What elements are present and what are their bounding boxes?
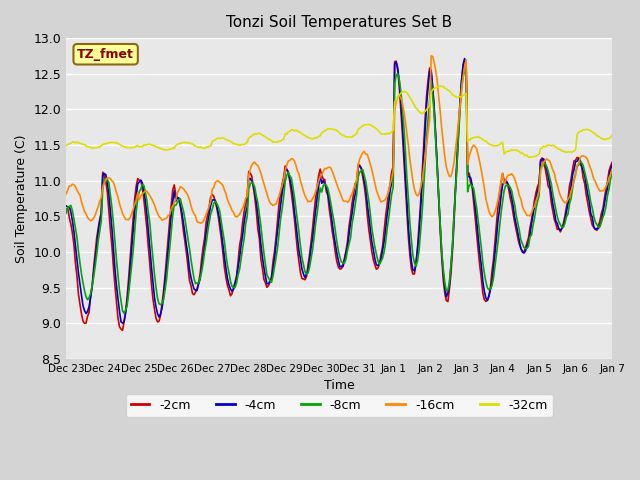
Title: Tonzi Soil Temperatures Set B: Tonzi Soil Temperatures Set B <box>226 15 452 30</box>
Text: TZ_fmet: TZ_fmet <box>77 48 134 61</box>
Y-axis label: Soil Temperature (C): Soil Temperature (C) <box>15 134 28 263</box>
X-axis label: Time: Time <box>324 379 355 392</box>
Legend: -2cm, -4cm, -8cm, -16cm, -32cm: -2cm, -4cm, -8cm, -16cm, -32cm <box>125 394 553 417</box>
